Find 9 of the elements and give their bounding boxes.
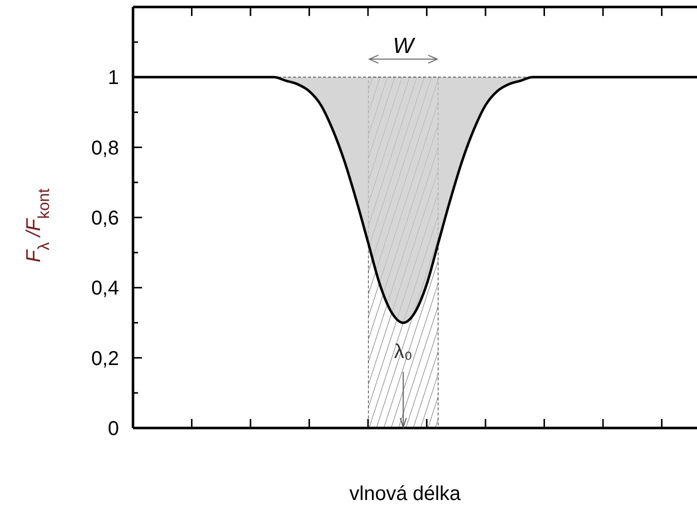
y-tick-label: 0 [108, 418, 119, 440]
y-tick-label: 0,2 [91, 348, 119, 370]
annotation: W [392, 33, 416, 58]
y-tick-label: 0,6 [91, 208, 119, 230]
y-tick-label: 0,8 [91, 137, 119, 160]
annotation: λ₀ [394, 340, 412, 363]
x-axis-title: vlnová délka [349, 483, 462, 505]
y-tick-label: 1 [108, 67, 119, 90]
y-tick-label: 0,4 [91, 278, 119, 300]
